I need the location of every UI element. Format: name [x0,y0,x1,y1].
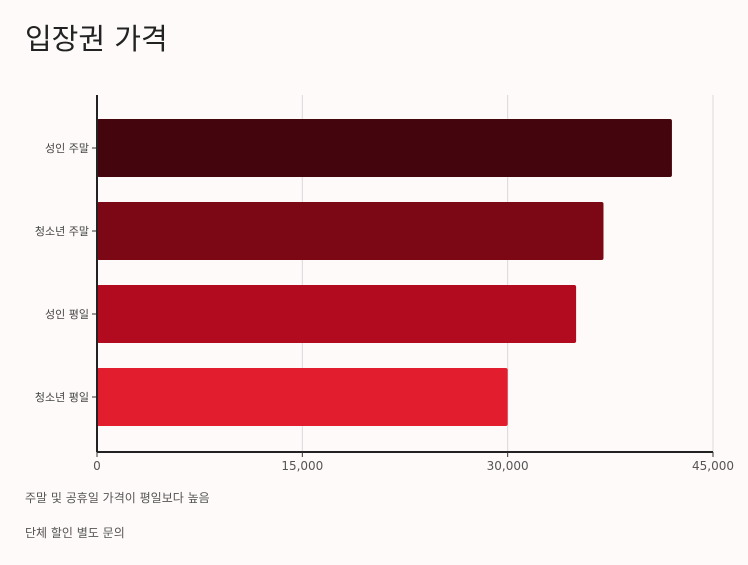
x-tick-label-1: 15,000 [281,459,323,473]
x-tick-label-2: 30,000 [487,459,529,473]
bar-1 [97,119,672,177]
y-tick-label-1: 성인 주말 [45,142,89,155]
footnote-group-discount: 단체 할인 별도 문의 [25,526,125,540]
chart-title: 입장권 가격 [25,22,168,56]
y-tick-label-3: 성인 평일 [45,307,89,321]
bar-4 [97,368,508,426]
x-tick-label-0: 0 [93,459,101,473]
bar-3 [97,285,577,343]
x-tick-label-3: 45,000 [692,459,734,473]
bar-2 [97,202,604,260]
footnote-weekend-pricing: 주말 및 공휴일 가격이 평일보다 높음 [25,491,210,505]
y-tick-label-4: 청소년 평일 [35,390,89,404]
y-tick-label-2: 청소년 주말 [35,225,89,238]
